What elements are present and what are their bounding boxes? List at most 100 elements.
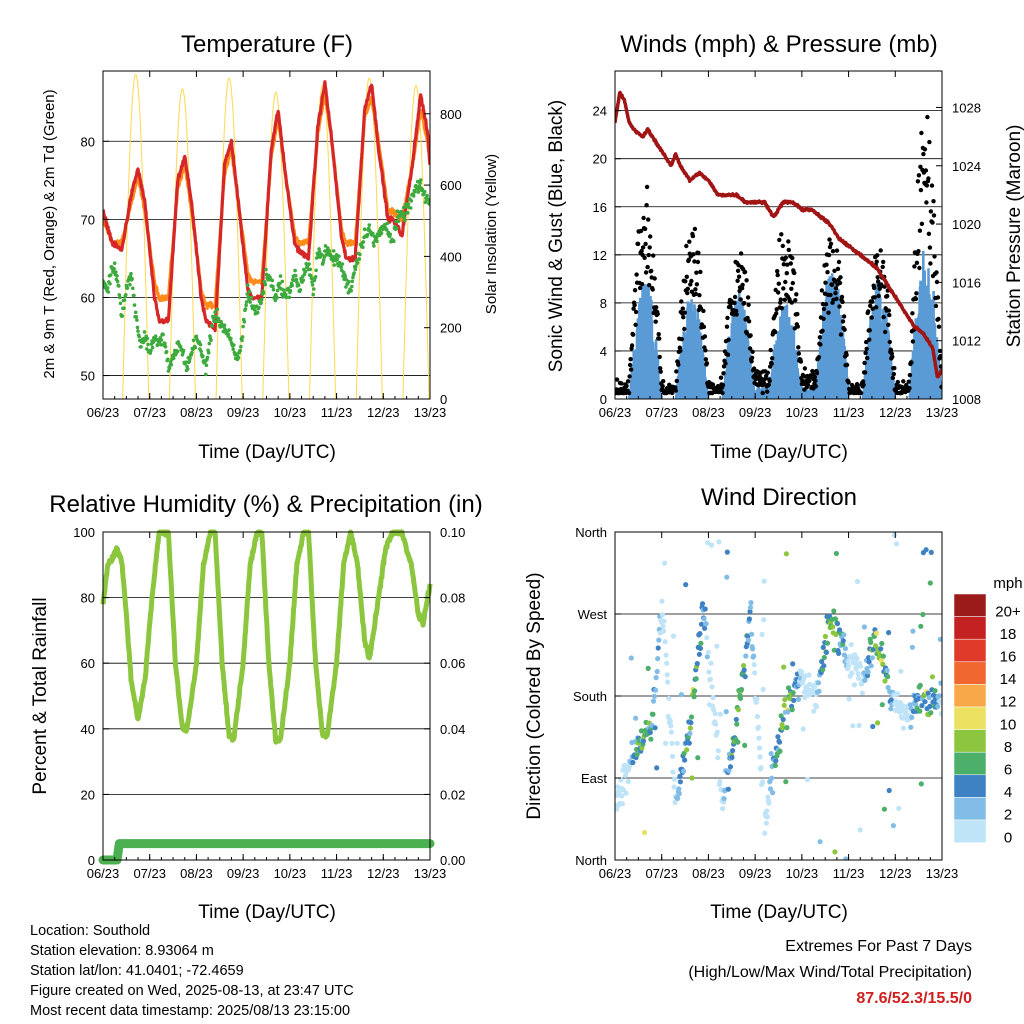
direction-point [869,655,875,661]
direction-point [664,660,670,666]
gust-point [718,375,724,380]
direction-point [783,779,789,785]
gust-point [684,274,689,279]
direction-point [812,684,818,690]
direction-point [660,623,666,630]
gust-point [703,348,708,353]
direction-point [717,711,724,717]
direction-point [709,684,715,690]
dewpoint-point [236,356,241,360]
gust-point [747,346,753,351]
gust-point [864,346,869,351]
direction-xlabel: Time (Day/UTC) [710,902,848,923]
direction-point [830,624,836,630]
x-tick-label: 06/23 [87,866,120,881]
dewpoint-point [392,239,396,244]
temperature-title: Temperature (F) [181,31,353,58]
gust-point [704,361,710,366]
direction-point [820,667,826,673]
gust-point [872,285,877,291]
direction-point [707,676,714,683]
dewpoint-point [259,300,264,305]
gust-point [680,306,685,311]
x-tick-label: 13/23 [926,405,959,420]
gust-point [648,234,653,239]
dewpoint-point [371,231,375,236]
dewpoint-point [191,338,196,343]
x-tick-label: 07/23 [645,866,678,881]
direction-point [666,695,672,701]
x-tick-label: 08/23 [692,866,725,881]
gust-point [688,282,693,287]
dewpoint-point [213,310,217,315]
direction-point [821,654,827,661]
dewpoint-point [139,345,143,349]
x-tick-label: 12/23 [879,405,912,420]
gust-point [916,249,921,254]
y2-tick-label: 1024 [952,159,981,174]
direction-point [721,796,727,802]
gust-point [870,299,875,304]
dewpoint-point [313,275,318,279]
gust-point [917,265,922,271]
gust-point [861,382,866,387]
gust-point [939,384,942,390]
gust-point [835,266,841,272]
solar-line [103,74,430,399]
winds-ylabel-left: Sonic Wind & Gust (Blue, Black) [546,100,567,372]
gust-point [647,245,652,250]
dewpoint-point [227,328,231,332]
direction-point [670,633,677,639]
gust-point [632,302,637,308]
dewpoint-point [416,190,421,194]
y-tick-label: North [575,525,607,540]
dewpoint-point [323,244,328,248]
direction-point [687,725,694,731]
direction-point [834,621,841,627]
direction-point [881,806,888,812]
gust-point [696,250,701,256]
y2-tick-label: 400 [440,249,462,264]
gust-point [661,379,666,384]
gust-point [912,264,917,269]
gust-point [746,302,751,307]
dewpoint-point [108,282,112,286]
y-tick-label: 80 [81,591,95,606]
dewpoint-point [231,347,235,352]
y-tick-label: 50 [81,369,95,384]
dewpoint-point [124,293,128,297]
direction-point [909,644,916,650]
y2-tick-label: 1016 [952,275,981,290]
gust-point [720,390,725,396]
direction-point [815,680,822,686]
gust-point [776,281,781,286]
direction-point [907,702,913,708]
direction-point [823,649,830,656]
direction-point [878,646,884,652]
direction-point [928,549,934,556]
gust-point [928,209,934,214]
direction-point [669,753,676,760]
direction-point [894,541,900,547]
gust-point [901,379,906,384]
gust-point [684,243,689,249]
dewpoint-point [245,292,249,296]
dewpoint-point [198,342,203,347]
direction-point [891,532,898,538]
direction-point [672,799,678,806]
direction-point [890,823,897,829]
direction-point [676,791,682,797]
gust-point [786,239,791,244]
gust-point [844,352,849,358]
dewpoint-point [385,228,389,232]
direction-point [678,692,685,698]
direction-point [789,707,795,713]
dewpoint-point [354,264,358,269]
gust-point [701,308,706,314]
dewpoint-point [335,257,340,262]
dewpoint-point [402,215,407,220]
dewpoint-point [257,305,261,310]
gust-point [865,355,870,361]
direction-point [705,540,711,546]
dewpoint-point [418,181,422,185]
